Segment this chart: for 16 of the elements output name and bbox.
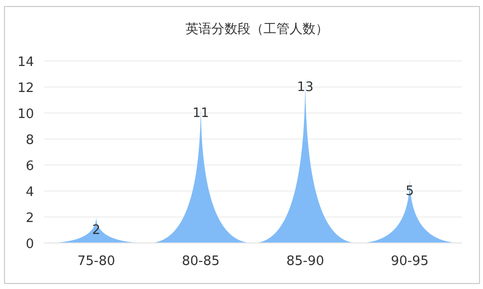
y-tick-label: 12 xyxy=(17,81,34,96)
x-tick-label: 75-80 xyxy=(77,254,116,269)
data-label: 13 xyxy=(296,80,314,95)
y-tick-label: 14 xyxy=(17,55,34,70)
y-tick-label: 4 xyxy=(26,185,34,200)
y-tick-label: 2 xyxy=(26,211,34,226)
data-label: 11 xyxy=(192,106,210,121)
chart-title: 英语分数段（工管人数） xyxy=(186,22,328,37)
x-tick-label: 80-85 xyxy=(182,254,220,269)
x-tick-label: 90-95 xyxy=(390,254,429,269)
x-tick-label: 85-90 xyxy=(286,254,324,269)
y-tick-label: 8 xyxy=(26,133,34,148)
data-label: 2 xyxy=(92,223,100,238)
y-tick-label: 6 xyxy=(26,159,34,174)
y-tick-label: 0 xyxy=(26,237,34,252)
y-tick-label: 10 xyxy=(17,107,34,122)
